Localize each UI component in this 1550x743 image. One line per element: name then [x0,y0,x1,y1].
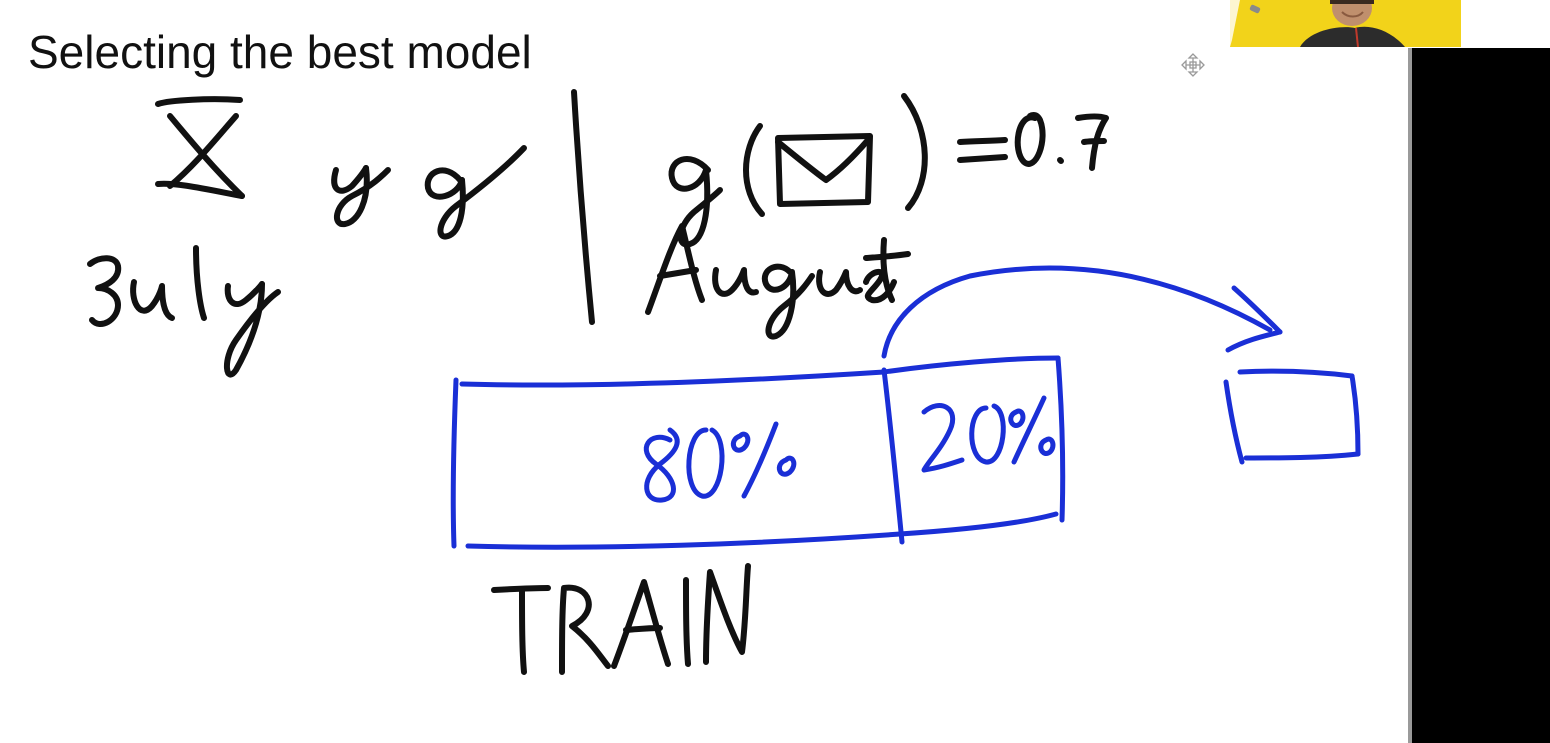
test-box [1223,368,1361,465]
handwritten-g [424,145,527,240]
slide-right-border [1408,48,1412,743]
separator-line [571,89,595,325]
side-black-panel [1412,48,1550,743]
label-20-percent [921,395,1056,473]
handwritten-august [645,223,911,340]
label-80-percent [643,421,797,503]
curved-arrow [881,265,1283,359]
handwritten-x [155,96,245,199]
handwritten-train [491,563,751,675]
move-cursor-icon [1181,53,1205,77]
envelope-icon [775,133,873,207]
handwritten-y [331,165,391,227]
data-split-bar [450,355,1066,550]
slide-title: Selecting the best model [28,26,532,78]
handwritten-zero-point-seven [1014,112,1109,171]
presenter-video [1230,0,1461,47]
handwritten-july [87,245,281,378]
webcam-thumbnail [1230,0,1461,47]
handwritten-g-function [668,93,1008,248]
